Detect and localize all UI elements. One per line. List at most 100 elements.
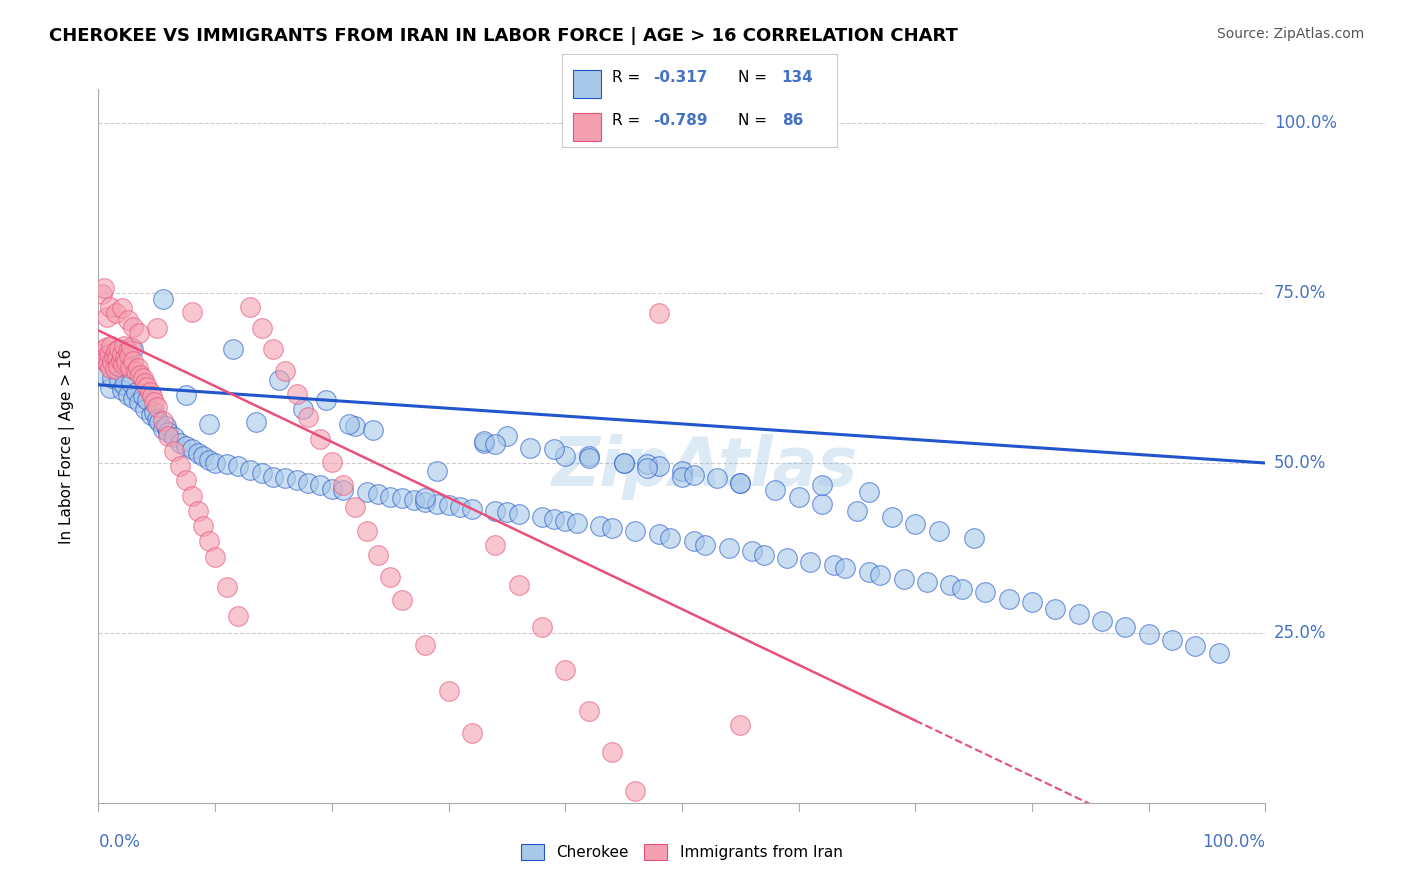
Point — [104, 360, 127, 375]
Text: 100.0%: 100.0% — [1274, 114, 1337, 132]
Point — [114, 351, 136, 365]
Point — [950, 582, 973, 596]
Point — [134, 401, 156, 416]
Point — [122, 342, 145, 356]
Point — [380, 570, 402, 584]
Point — [776, 551, 799, 566]
Point — [589, 518, 612, 533]
Point — [1184, 640, 1206, 654]
Point — [332, 477, 354, 491]
Point — [132, 389, 155, 403]
Text: 0.0%: 0.0% — [98, 833, 141, 851]
Point — [741, 544, 763, 558]
Point — [111, 301, 134, 315]
Point — [245, 415, 267, 429]
Point — [344, 500, 367, 515]
Point — [309, 432, 332, 446]
Point — [103, 349, 125, 363]
Point — [125, 384, 148, 399]
Point — [104, 343, 127, 358]
Point — [554, 663, 576, 677]
Point — [108, 375, 131, 389]
Text: R =: R = — [612, 112, 645, 128]
Point — [112, 339, 135, 353]
Point — [613, 456, 636, 470]
Point — [146, 412, 169, 426]
Point — [297, 409, 319, 424]
Point — [139, 409, 162, 423]
Point — [695, 537, 717, 551]
Point — [152, 292, 174, 306]
Point — [96, 310, 118, 324]
Point — [198, 452, 221, 467]
Point — [391, 491, 413, 506]
Point — [426, 464, 449, 478]
Point — [193, 449, 215, 463]
Point — [1208, 646, 1230, 660]
Point — [97, 358, 120, 372]
Point — [356, 524, 378, 538]
Point — [659, 531, 682, 545]
Point — [706, 471, 728, 485]
Point — [180, 489, 202, 503]
Text: -0.789: -0.789 — [652, 112, 707, 128]
Point — [107, 359, 129, 374]
Point — [484, 437, 506, 451]
Point — [869, 568, 891, 582]
Point — [100, 339, 122, 353]
Point — [356, 484, 378, 499]
Point — [215, 580, 238, 594]
Point — [461, 502, 484, 516]
Point — [128, 394, 150, 409]
Point — [484, 537, 506, 551]
Point — [198, 417, 221, 431]
Text: 75.0%: 75.0% — [1274, 284, 1326, 302]
Point — [285, 473, 308, 487]
Point — [155, 418, 177, 433]
Point — [962, 531, 984, 545]
Text: ZipAtlas: ZipAtlas — [553, 434, 859, 500]
Point — [600, 745, 623, 759]
Point — [94, 354, 117, 368]
Point — [125, 364, 148, 378]
Point — [118, 349, 141, 363]
Point — [285, 386, 308, 401]
Point — [904, 517, 927, 532]
Text: 100.0%: 100.0% — [1202, 833, 1265, 851]
Point — [274, 364, 297, 378]
Point — [174, 388, 197, 402]
Point — [636, 461, 658, 475]
Bar — [574, 112, 600, 141]
Point — [647, 527, 669, 541]
Point — [101, 355, 124, 369]
Point — [141, 389, 163, 403]
Point — [228, 608, 250, 623]
Point — [321, 482, 343, 496]
Point — [152, 414, 174, 428]
Point — [239, 463, 262, 477]
Point — [117, 313, 139, 327]
Point — [367, 548, 389, 562]
Point — [98, 300, 121, 314]
Point — [309, 477, 332, 491]
Point — [157, 425, 180, 440]
Point — [297, 476, 319, 491]
Point — [554, 449, 576, 463]
Point — [671, 469, 693, 483]
Point — [169, 459, 191, 474]
Point — [262, 342, 284, 356]
Point — [823, 558, 845, 572]
Point — [496, 505, 519, 519]
Point — [98, 360, 121, 375]
Point — [136, 393, 159, 408]
Point — [413, 491, 436, 506]
Point — [974, 585, 997, 599]
Point — [682, 468, 704, 483]
Point — [332, 483, 354, 498]
Point — [402, 493, 425, 508]
Point — [129, 368, 152, 382]
Point — [752, 548, 775, 562]
Point — [1067, 607, 1090, 621]
Point — [543, 512, 565, 526]
Point — [204, 456, 226, 470]
